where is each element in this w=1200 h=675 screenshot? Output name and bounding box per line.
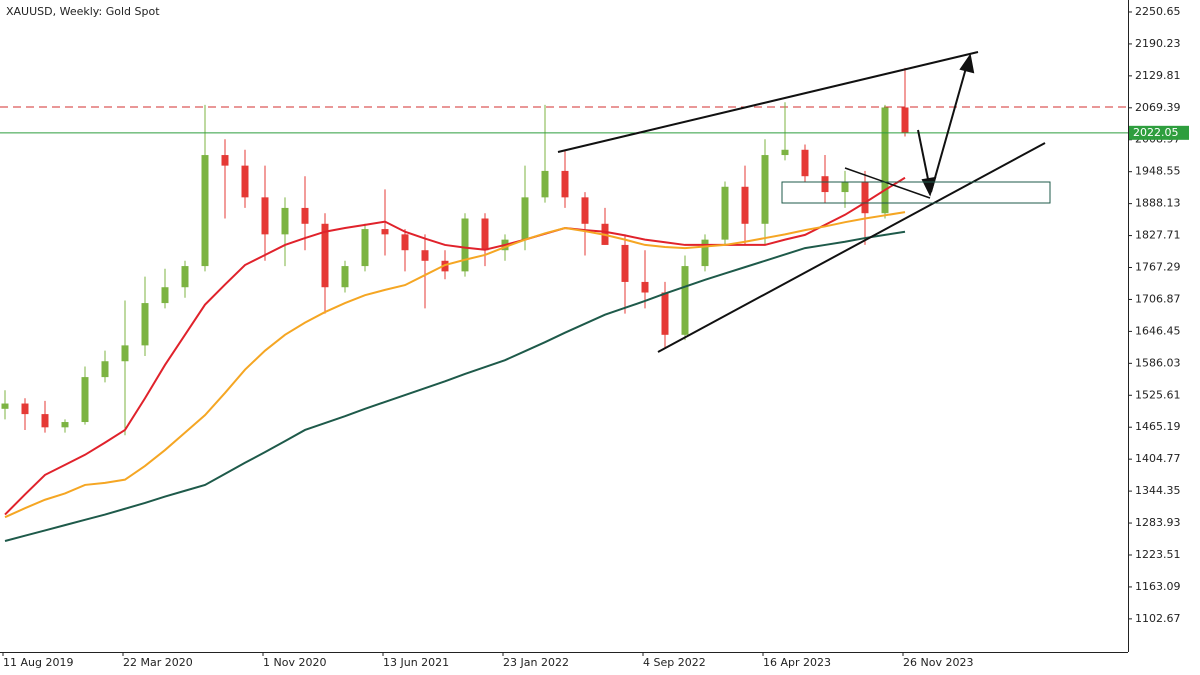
x-tick-label: 26 Nov 2023 <box>903 656 973 669</box>
moving-average <box>4 211 906 519</box>
y-tick-label: 1102.67 <box>1135 612 1181 625</box>
candle-body <box>61 422 69 428</box>
y-tick-label: 1767.29 <box>1135 261 1181 274</box>
y-tick-label: 1586.03 <box>1135 356 1181 369</box>
y-tick-label: 1283.93 <box>1135 516 1181 529</box>
candle-body <box>681 266 689 335</box>
candle-body <box>381 229 389 235</box>
y-tick-label: 1344.35 <box>1135 484 1181 497</box>
zone-box <box>781 181 1051 204</box>
candle-body <box>521 197 529 240</box>
x-tick-label: 13 Jun 2021 <box>383 656 449 669</box>
candle-body <box>701 239 709 267</box>
y-tick-label: 1465.19 <box>1135 420 1181 433</box>
candle-body <box>81 377 89 423</box>
pattern-line <box>844 167 931 199</box>
candle-body <box>761 155 769 224</box>
candle-body <box>261 197 269 235</box>
candle-body <box>581 197 589 224</box>
candle-body <box>341 266 349 288</box>
x-tick-label: 1 Nov 2020 <box>263 656 326 669</box>
y-tick-label: 2190.23 <box>1135 37 1181 50</box>
candle-body <box>141 303 149 346</box>
x-tick-label: 16 Apr 2023 <box>763 656 831 669</box>
candle-body <box>401 234 409 251</box>
arrow-head <box>959 53 975 74</box>
candle-body <box>321 223 329 288</box>
y-tick-label: 1163.09 <box>1135 580 1181 593</box>
candle-body <box>641 281 649 293</box>
x-tick-label: 4 Sep 2022 <box>643 656 706 669</box>
candle-body <box>461 218 469 272</box>
chart-title: XAUUSD, Weekly: Gold Spot <box>6 5 160 18</box>
y-tick-label: 1888.13 <box>1135 197 1181 210</box>
candle-body <box>901 107 909 133</box>
plot-area <box>0 67 1128 542</box>
candle-body <box>661 292 669 335</box>
candle-body <box>1 403 9 409</box>
candle-body <box>821 176 829 193</box>
candle-body <box>361 229 369 267</box>
annotations <box>557 51 1046 353</box>
candle-body <box>421 250 429 261</box>
candle-body <box>481 218 489 251</box>
price-label-box <box>1129 125 1189 140</box>
arrow-up <box>930 67 967 193</box>
candle-body <box>541 170 549 198</box>
price-label: 2022.05 <box>1133 126 1179 139</box>
candle-body <box>41 414 49 428</box>
candle-body <box>741 186 749 224</box>
moving-average <box>4 230 906 542</box>
candle-body <box>281 207 289 235</box>
moving-average <box>4 176 906 516</box>
y-tick-label: 1646.45 <box>1135 324 1181 337</box>
candle-body <box>181 266 189 288</box>
lower-trendline <box>657 142 1046 353</box>
candle-body <box>621 244 629 282</box>
candle-body <box>721 186 729 240</box>
candle-body <box>781 149 789 156</box>
y-tick-label: 1223.51 <box>1135 548 1181 561</box>
y-tick-label: 1404.77 <box>1135 452 1181 465</box>
y-tick-label: 2250.65 <box>1135 5 1181 18</box>
y-tick-label: 1827.71 <box>1135 229 1181 242</box>
x-tick-label: 23 Jan 2022 <box>503 656 569 669</box>
candle-body <box>841 181 849 193</box>
x-tick-label: 11 Aug 2019 <box>3 656 73 669</box>
candle-body <box>221 155 229 166</box>
candle-body <box>161 287 169 304</box>
candle-body <box>861 181 869 214</box>
upper-trendline <box>557 51 979 153</box>
y-tick-label: 2069.39 <box>1135 101 1181 114</box>
candle-body <box>561 170 569 198</box>
y-tick-label: 1948.55 <box>1135 165 1181 178</box>
candle-body <box>301 207 309 224</box>
y-tick-label: 2129.81 <box>1135 69 1181 82</box>
y-tick-label: 1525.61 <box>1135 388 1181 401</box>
candle-body <box>801 149 809 177</box>
candle-body <box>101 361 109 378</box>
candle-body <box>881 107 889 214</box>
candle-body <box>121 345 129 362</box>
candle-body <box>201 155 209 267</box>
candle-body <box>21 403 29 415</box>
arrow-down <box>917 129 930 185</box>
x-tick-label: 22 Mar 2020 <box>123 656 193 669</box>
candle-body <box>241 165 249 198</box>
y-tick-label: 1706.87 <box>1135 292 1181 305</box>
